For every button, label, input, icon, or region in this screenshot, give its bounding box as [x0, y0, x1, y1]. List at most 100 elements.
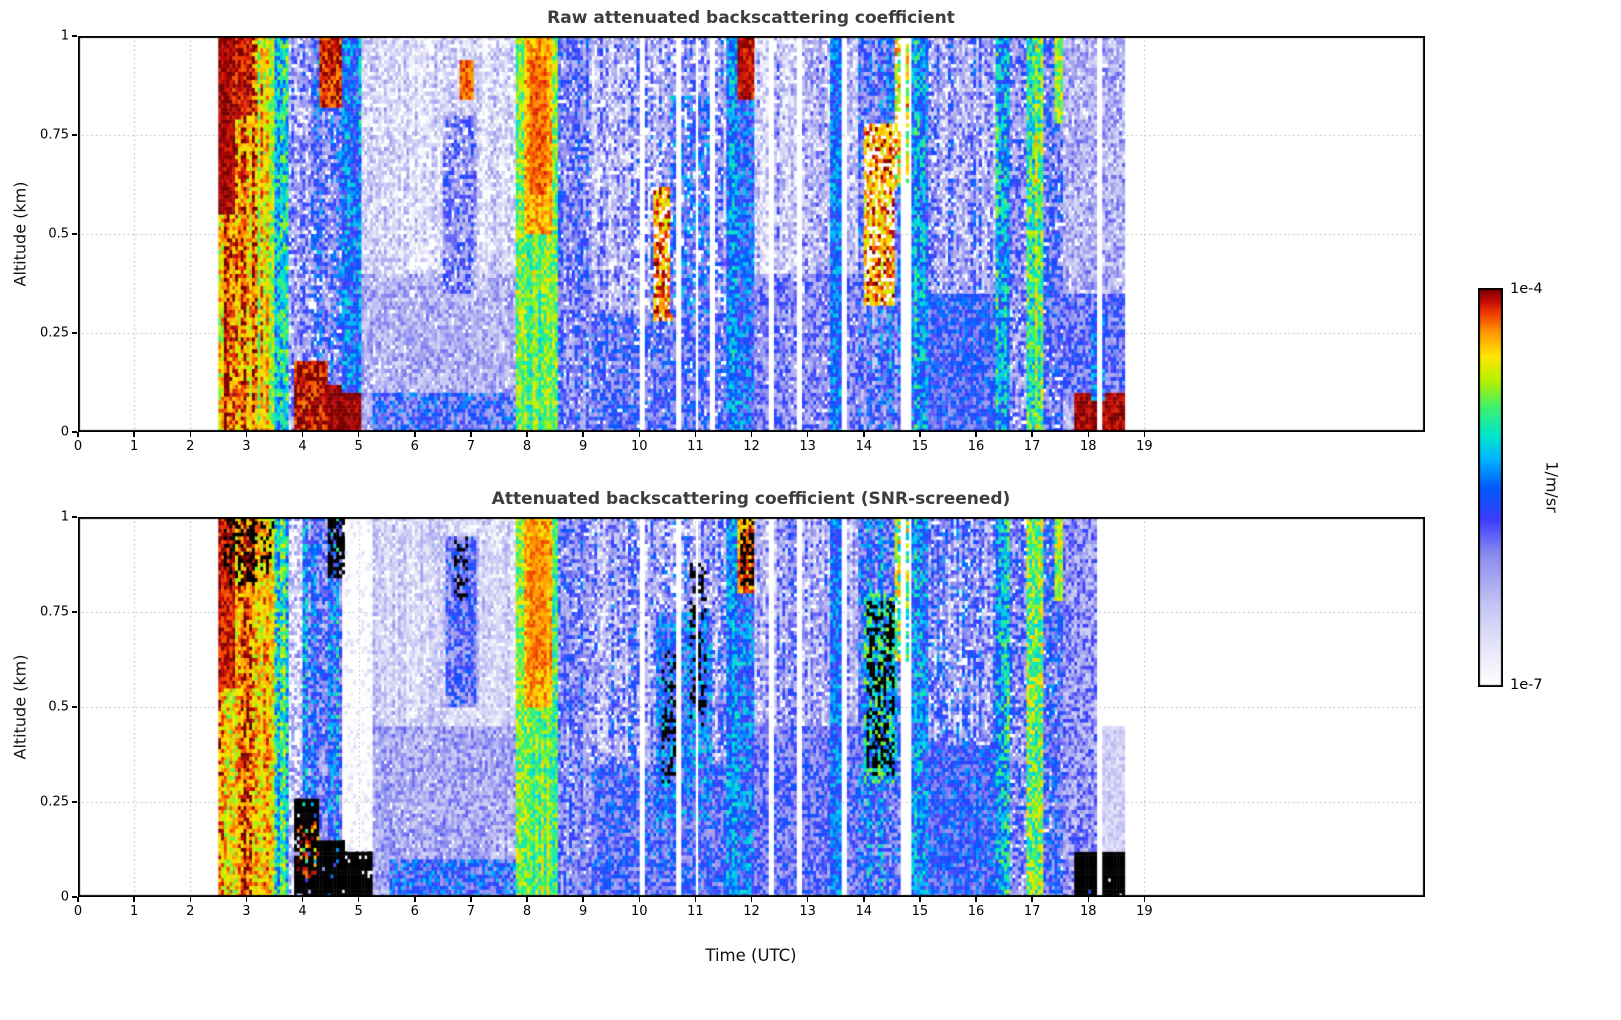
x-tick-label: 9 — [578, 904, 588, 919]
x-tick-label: 10 — [630, 439, 648, 454]
x-tick — [301, 432, 304, 437]
x-tick — [1143, 432, 1146, 437]
x-tick-label: 14 — [855, 904, 873, 919]
x-tick — [1031, 897, 1033, 902]
x-tick — [638, 897, 640, 902]
x-tick-label: 13 — [799, 439, 816, 454]
x-tick-label: 19 — [1136, 439, 1153, 454]
x-tick-label: 17 — [1023, 439, 1041, 454]
x-tick — [470, 432, 472, 437]
x-tick-label: 9 — [578, 439, 588, 454]
x-tick-label: 11 — [687, 439, 704, 454]
y-tick-label: 0.5 — [48, 699, 69, 715]
colorbar — [1478, 288, 1503, 687]
x-tick-label: 3 — [242, 904, 251, 919]
x-tick — [77, 432, 79, 437]
x-tick — [919, 897, 921, 902]
x-tick-label: 19 — [1136, 904, 1153, 919]
x-tick-label: 5 — [354, 904, 363, 919]
x-tick — [1143, 897, 1146, 902]
x-tick — [750, 432, 753, 437]
x-tick — [1031, 432, 1033, 437]
raw-plot-title: Raw attenuated backscattering coefficien… — [547, 8, 955, 28]
x-tick-label: 11 — [687, 904, 704, 919]
x-tick — [357, 432, 360, 437]
screened-backscatter-heatmap — [78, 517, 1425, 897]
y-tick-label: 0.25 — [40, 325, 69, 341]
x-tick-label: 7 — [466, 904, 476, 919]
x-tick-label: 15 — [911, 439, 929, 454]
y-tick — [72, 35, 77, 37]
x-tick-label: 13 — [799, 904, 816, 919]
x-tick — [470, 897, 472, 902]
raw-y-axis-label: Altitude (km) — [10, 181, 30, 287]
x-tick — [582, 432, 584, 437]
x-tick — [414, 897, 416, 902]
x-tick — [133, 897, 135, 902]
x-tick-label: 4 — [298, 439, 307, 454]
y-tick-label: 0.75 — [40, 604, 69, 620]
x-tick-label: 1 — [129, 904, 139, 919]
y-tick — [72, 896, 77, 898]
y-tick-label: 1 — [60, 28, 69, 44]
x-tick — [245, 897, 248, 902]
y-tick-label: 0.5 — [48, 226, 69, 242]
x-tick — [919, 432, 921, 437]
y-tick — [72, 332, 77, 334]
x-tick — [975, 897, 977, 902]
x-tick — [694, 897, 697, 902]
x-tick-label: 3 — [242, 439, 251, 454]
x-tick-label: 18 — [1079, 904, 1097, 919]
y-tick — [72, 134, 77, 136]
x-tick — [189, 897, 191, 902]
x-tick — [189, 432, 191, 437]
x-tick-label: 2 — [186, 904, 195, 919]
x-tick — [582, 897, 584, 902]
x-tick — [806, 897, 809, 902]
x-tick — [863, 897, 865, 902]
x-tick — [694, 432, 697, 437]
x-tick-label: 7 — [466, 439, 476, 454]
x-tick-label: 0 — [73, 904, 83, 919]
y-tick-label: 1 — [60, 509, 69, 525]
x-tick-label: 16 — [967, 439, 985, 454]
x-tick — [1087, 432, 1089, 437]
y-tick-label: 0.25 — [40, 794, 69, 810]
x-tick — [1087, 897, 1089, 902]
colorbar-units-label: 1/m/sr — [1542, 461, 1562, 513]
y-tick — [72, 516, 77, 518]
x-tick — [638, 432, 640, 437]
y-tick — [72, 233, 77, 235]
x-tick — [301, 897, 304, 902]
x-tick — [526, 432, 528, 437]
x-tick-label: 10 — [630, 904, 648, 919]
x-tick — [133, 432, 135, 437]
x-tick-label: 0 — [73, 439, 83, 454]
x-tick — [806, 432, 809, 437]
y-tick — [72, 611, 77, 613]
y-tick — [72, 706, 77, 708]
screened-y-axis-label: Altitude (km) — [10, 654, 30, 760]
y-tick-label: 0 — [60, 889, 69, 905]
x-tick-label: 12 — [743, 904, 760, 919]
x-tick — [357, 897, 360, 902]
x-tick-label: 16 — [967, 904, 985, 919]
x-tick-label: 1 — [129, 439, 139, 454]
x-tick — [750, 897, 753, 902]
x-tick-label: 12 — [743, 439, 760, 454]
x-tick — [77, 897, 79, 902]
x-tick-label: 6 — [410, 439, 419, 454]
x-tick-label: 14 — [855, 439, 873, 454]
y-tick-label: 0.75 — [40, 127, 69, 143]
y-tick — [72, 431, 77, 433]
x-tick-label: 2 — [186, 439, 195, 454]
x-tick-label: 8 — [522, 904, 532, 919]
x-tick-label: 15 — [911, 904, 929, 919]
y-tick-label: 0 — [60, 424, 69, 440]
x-tick — [526, 897, 528, 902]
x-tick — [975, 432, 977, 437]
x-tick — [863, 432, 865, 437]
y-tick — [72, 801, 77, 803]
x-tick-label: 18 — [1079, 439, 1097, 454]
